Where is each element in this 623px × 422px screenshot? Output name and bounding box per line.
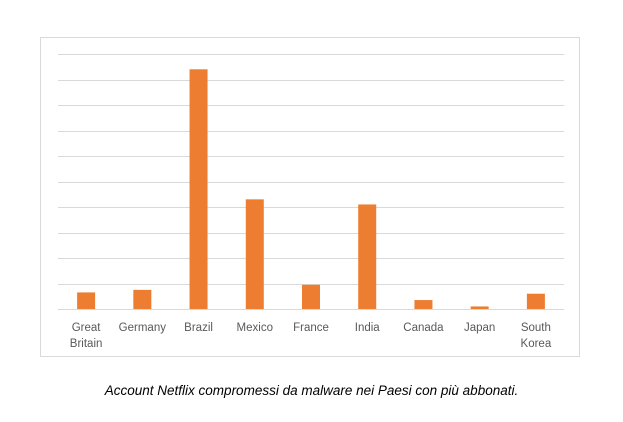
bar-japan bbox=[470, 306, 489, 309]
figure-caption: Account Netflix compromessi da malware n… bbox=[104, 383, 519, 398]
bar-mexico bbox=[245, 199, 264, 309]
x-tick-label: Canada bbox=[403, 322, 444, 334]
bar-germany bbox=[133, 289, 152, 309]
x-tick-label: Japan bbox=[464, 322, 495, 334]
bar-brazil bbox=[189, 69, 208, 309]
x-tick-label: France bbox=[293, 322, 329, 334]
chart-area: Great Britain Germany Brazil Mexico France Ind… bbox=[40, 37, 580, 357]
x-tick-label: Great Britain bbox=[70, 322, 103, 350]
x-tick-label: Brazil bbox=[184, 322, 213, 334]
x-tick-label: Mexico bbox=[237, 322, 273, 334]
bar-south-korea bbox=[526, 293, 545, 309]
bar-chart: Great Britain Germany Brazil Mexico France Ind… bbox=[58, 54, 564, 350]
bar-france bbox=[302, 284, 320, 309]
bar-india bbox=[358, 204, 377, 309]
bar-great-britain bbox=[77, 292, 96, 309]
x-tick-label: South Korea bbox=[521, 322, 552, 350]
x-tick-label: India bbox=[355, 322, 381, 334]
x-tick-label: Germany bbox=[119, 322, 167, 334]
bar-canada bbox=[414, 300, 433, 309]
